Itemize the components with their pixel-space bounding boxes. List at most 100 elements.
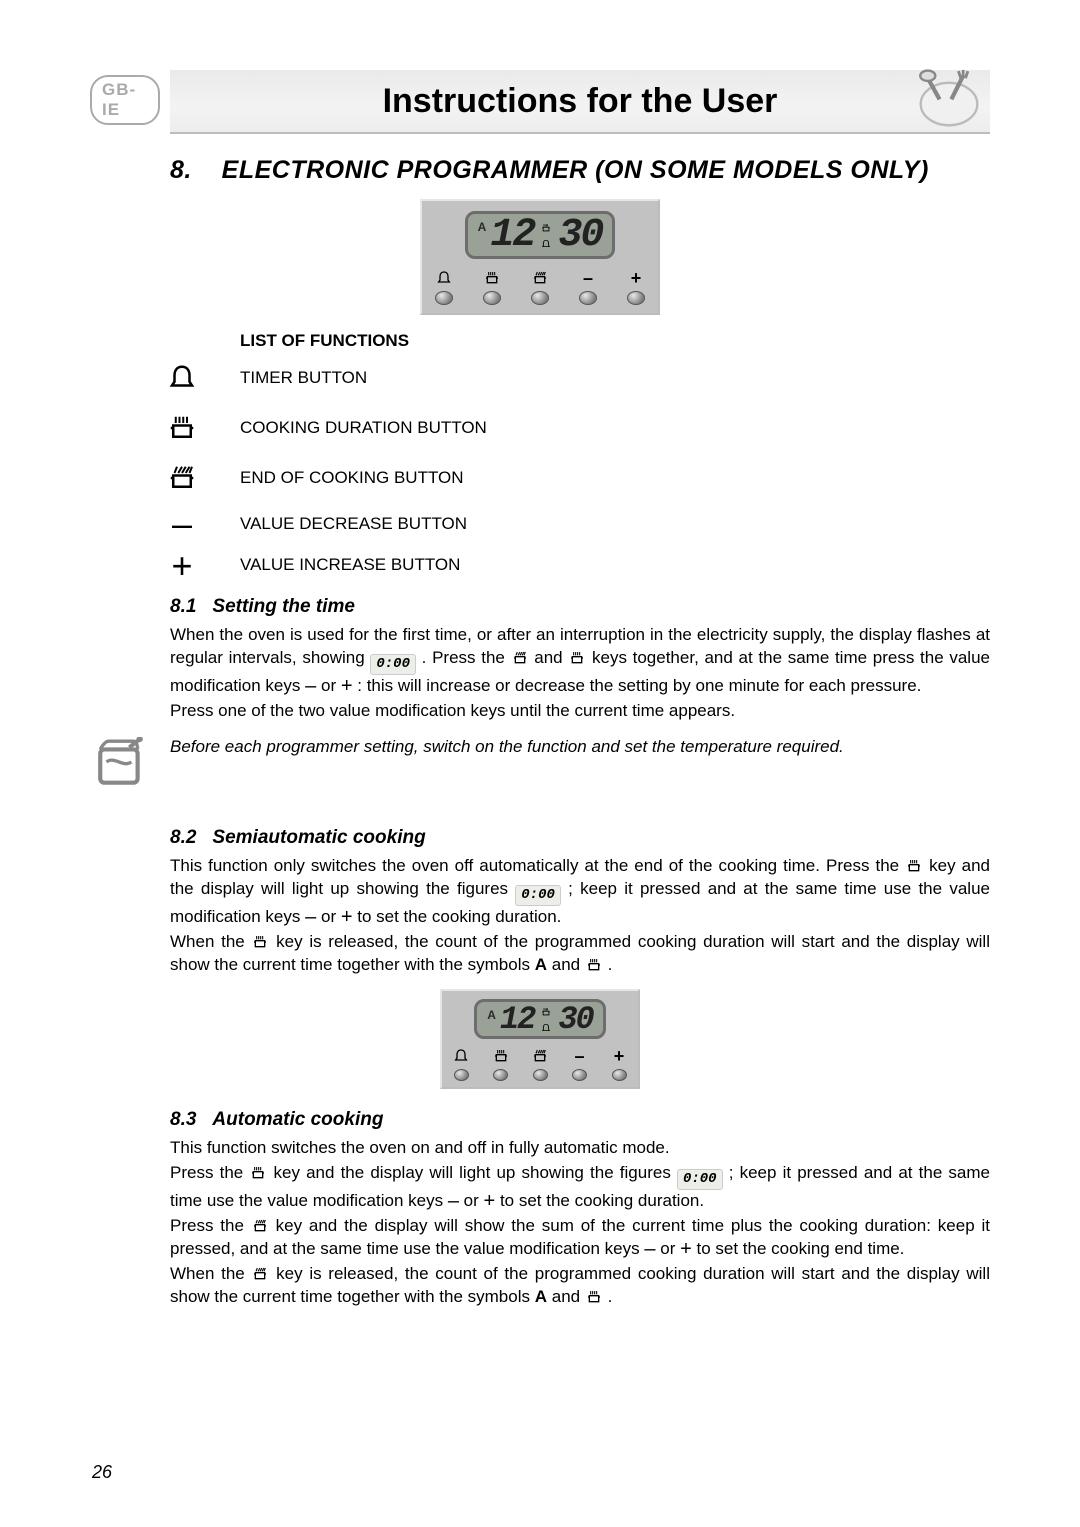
symbol-a: A: [535, 1287, 547, 1306]
text: : this will increase or decrease the set…: [357, 676, 921, 695]
subsection-heading: Setting the time: [212, 596, 355, 618]
timer-button: [435, 269, 453, 305]
function-row-timer: TIMER BUTTON: [162, 363, 990, 393]
end-cooking-button: [531, 269, 549, 305]
lcd-minutes: 30: [558, 1006, 592, 1035]
subsection-number: 8.2: [170, 827, 196, 849]
pot-icon: [162, 413, 202, 443]
lcd-separator: [540, 223, 552, 249]
pot-cross-icon: [162, 463, 202, 493]
text: to set the cooking duration.: [500, 1191, 704, 1210]
plus-icon: +: [162, 555, 202, 577]
section-8-1: 8.1 Setting the time When the oven is us…: [170, 596, 990, 723]
pot-icon: [568, 650, 586, 666]
page-title: Instructions for the User: [383, 82, 778, 121]
function-label: VALUE INCREASE BUTTON: [240, 555, 460, 575]
page-number: 26: [92, 1462, 112, 1483]
subsection-number: 8.1: [170, 596, 196, 618]
pot-cross-icon: [251, 1266, 269, 1282]
lcd-auto-indicator: A: [478, 220, 487, 234]
functions-heading: LIST OF FUNCTIONS: [240, 331, 990, 351]
lcd-window: A 12 30: [474, 999, 605, 1040]
lcd-hours: 12: [500, 1006, 534, 1035]
duration-button: [483, 269, 501, 305]
lcd-figure-icon: 0:00: [677, 1169, 723, 1190]
symbol-a: A: [535, 955, 547, 974]
pot-cross-icon: [511, 650, 529, 666]
language-badge: GB-IE: [90, 75, 160, 113]
page-header: Instructions for the User: [170, 70, 990, 134]
text: and: [552, 955, 585, 974]
body-text: This function only switches the oven off…: [170, 855, 990, 977]
lcd-panel: A 12 30 – +: [440, 989, 640, 1090]
plus-icon: +: [341, 912, 353, 922]
text: This function only switches the oven off…: [170, 856, 905, 875]
subsection-heading: Semiautomatic cooking: [212, 827, 425, 849]
subsection-number: 8.3: [170, 1109, 196, 1131]
lcd-separator: [540, 1007, 552, 1033]
lcd-auto-indicator: A: [487, 1008, 496, 1022]
lcd-hours: 12: [490, 218, 534, 254]
text: .: [608, 955, 613, 974]
text: or: [321, 676, 341, 695]
bell-icon: [162, 363, 202, 393]
text: to set the cooking end time.: [697, 1239, 905, 1258]
section-8-title: 8. ELECTRONIC PROGRAMMER (ON SOME MODELS…: [170, 156, 990, 185]
text: When the: [170, 932, 251, 951]
section-8-3: 8.3 Automatic cooking This function swit…: [170, 1109, 990, 1309]
function-row-duration: COOKING DURATION BUTTON: [162, 413, 990, 443]
language-badge-text: GB-IE: [90, 75, 160, 125]
function-label: END OF COOKING BUTTON: [240, 468, 464, 488]
text: or: [321, 907, 341, 926]
pot-cross-icon: [251, 1218, 269, 1234]
note-icon: [90, 737, 152, 791]
pot-icon: [585, 1289, 603, 1305]
body-text: This function switches the oven on and o…: [170, 1137, 990, 1309]
button-row: – +: [452, 1047, 628, 1081]
minus-icon: –: [162, 513, 202, 535]
text: and: [534, 648, 568, 667]
note: Before each programmer setting, switch o…: [90, 737, 990, 791]
text: This function switches the oven on and o…: [170, 1137, 990, 1160]
plus-icon: +: [680, 1244, 692, 1254]
function-label: TIMER BUTTON: [240, 368, 367, 388]
section-number: 8.: [170, 156, 192, 184]
minus-icon: –: [448, 1196, 459, 1206]
lcd-figure-icon: 0:00: [370, 654, 416, 675]
section-8-2: 8.2 Semiautomatic cooking This function …: [170, 827, 990, 977]
lcd-minutes: 30: [558, 218, 602, 254]
programmer-panel-figure: A 12 30 –: [90, 199, 990, 315]
function-row-decrease: – VALUE DECREASE BUTTON: [162, 513, 990, 535]
minus-icon: –: [305, 912, 316, 922]
pot-icon: [251, 934, 269, 950]
text: to set the cooking duration.: [357, 907, 561, 926]
programmer-panel-figure-small: A 12 30 – +: [90, 989, 990, 1090]
text: and: [552, 1287, 585, 1306]
text: or: [660, 1239, 680, 1258]
text: or: [464, 1191, 484, 1210]
increase-button: +: [627, 269, 645, 305]
text: key and the display will light up showin…: [274, 1163, 677, 1182]
subsection-heading: Automatic cooking: [212, 1109, 383, 1131]
chef-icon: [916, 64, 982, 130]
decrease-button: –: [579, 269, 597, 305]
body-text: When the oven is used for the first time…: [170, 624, 990, 723]
subsection-title: 8.2 Semiautomatic cooking: [170, 827, 990, 849]
note-text: Before each programmer setting, switch o…: [170, 737, 844, 757]
lcd-panel: A 12 30 –: [420, 199, 660, 315]
minus-icon: –: [305, 681, 316, 691]
plus-icon: +: [341, 681, 353, 691]
text: Press one of the two value modification …: [170, 700, 990, 723]
text: Press the: [170, 1163, 249, 1182]
subsection-title: 8.1 Setting the time: [170, 596, 990, 618]
button-row: – +: [435, 269, 645, 305]
lcd-window: A 12 30: [465, 211, 616, 259]
text: .: [608, 1287, 613, 1306]
function-label: VALUE DECREASE BUTTON: [240, 514, 467, 534]
section-heading: ELECTRONIC PROGRAMMER (ON SOME MODELS ON…: [222, 156, 929, 184]
pot-icon: [905, 858, 923, 874]
function-row-end: END OF COOKING BUTTON: [162, 463, 990, 493]
function-row-increase: + VALUE INCREASE BUTTON: [162, 555, 990, 577]
plus-icon: +: [484, 1196, 496, 1206]
subsection-title: 8.3 Automatic cooking: [170, 1109, 990, 1131]
